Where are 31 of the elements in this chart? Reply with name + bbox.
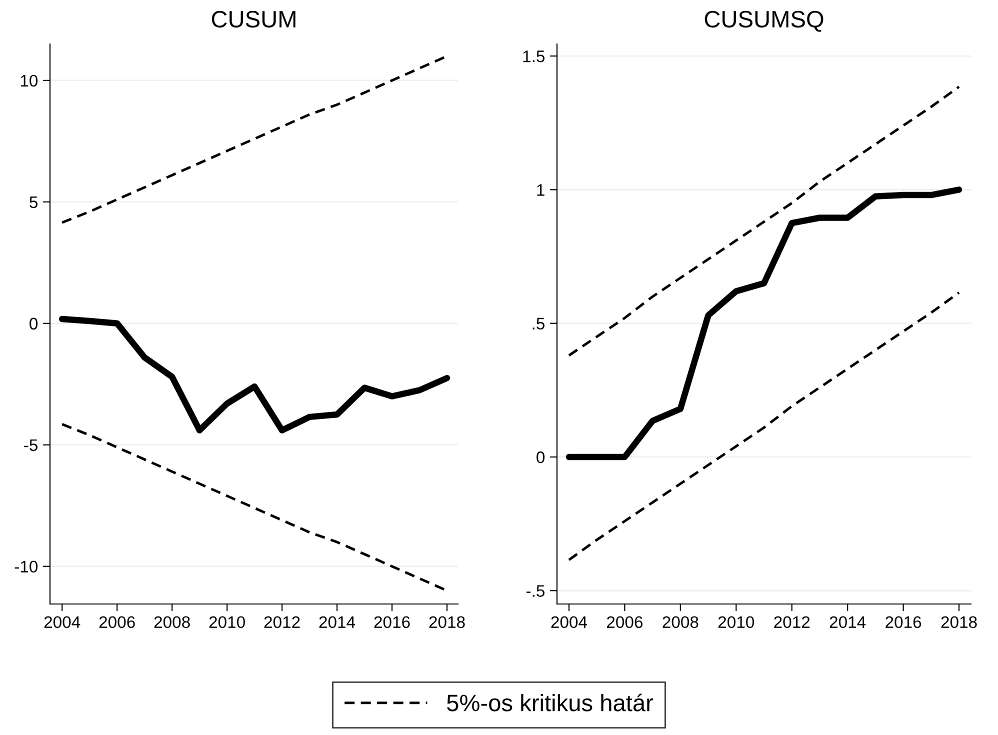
line-series <box>568 291 960 562</box>
x-tick-label: 2016 <box>374 616 410 628</box>
x-tick-label: 2012 <box>774 616 810 628</box>
x-tick-label: 2018 <box>429 616 465 628</box>
x-tick-label: 2008 <box>154 616 190 628</box>
x-tick-label: 2010 <box>209 616 245 628</box>
y-tick-label: -5 <box>24 439 38 452</box>
y-tick-label: 0 <box>30 318 38 330</box>
y-tick-label: .5 <box>532 318 544 330</box>
x-tick-label: 2014 <box>830 616 866 628</box>
x-tick-label: 2004 <box>44 616 80 628</box>
y-tick-label: -10 <box>14 560 38 573</box>
x-tick-label: 2008 <box>662 616 698 628</box>
chart-title: CUSUMSQ <box>704 10 824 32</box>
x-tick-label: 2016 <box>886 616 922 628</box>
x-tick-label: 2014 <box>319 616 356 628</box>
chart-title: CUSUM <box>212 10 296 28</box>
x-tick-label: 2012 <box>264 616 300 628</box>
x-tick-label: 2004 <box>551 616 588 628</box>
y-tick-label: -.5 <box>526 585 544 597</box>
y-tick-label: 1 <box>537 184 544 196</box>
x-tick-label: 2010 <box>718 616 754 628</box>
line-series <box>568 86 960 357</box>
y-tick-label: 1.5 <box>523 50 544 62</box>
legend-label: 5%-os kritikus határ <box>447 694 654 712</box>
x-tick-label: 2006 <box>99 616 135 628</box>
y-tick-label: 5 <box>30 196 38 208</box>
x-tick-label: 2018 <box>941 616 977 628</box>
y-tick-label: 0 <box>536 451 545 464</box>
x-tick-label: 2006 <box>607 616 643 628</box>
y-tick-label: 10 <box>20 74 38 87</box>
